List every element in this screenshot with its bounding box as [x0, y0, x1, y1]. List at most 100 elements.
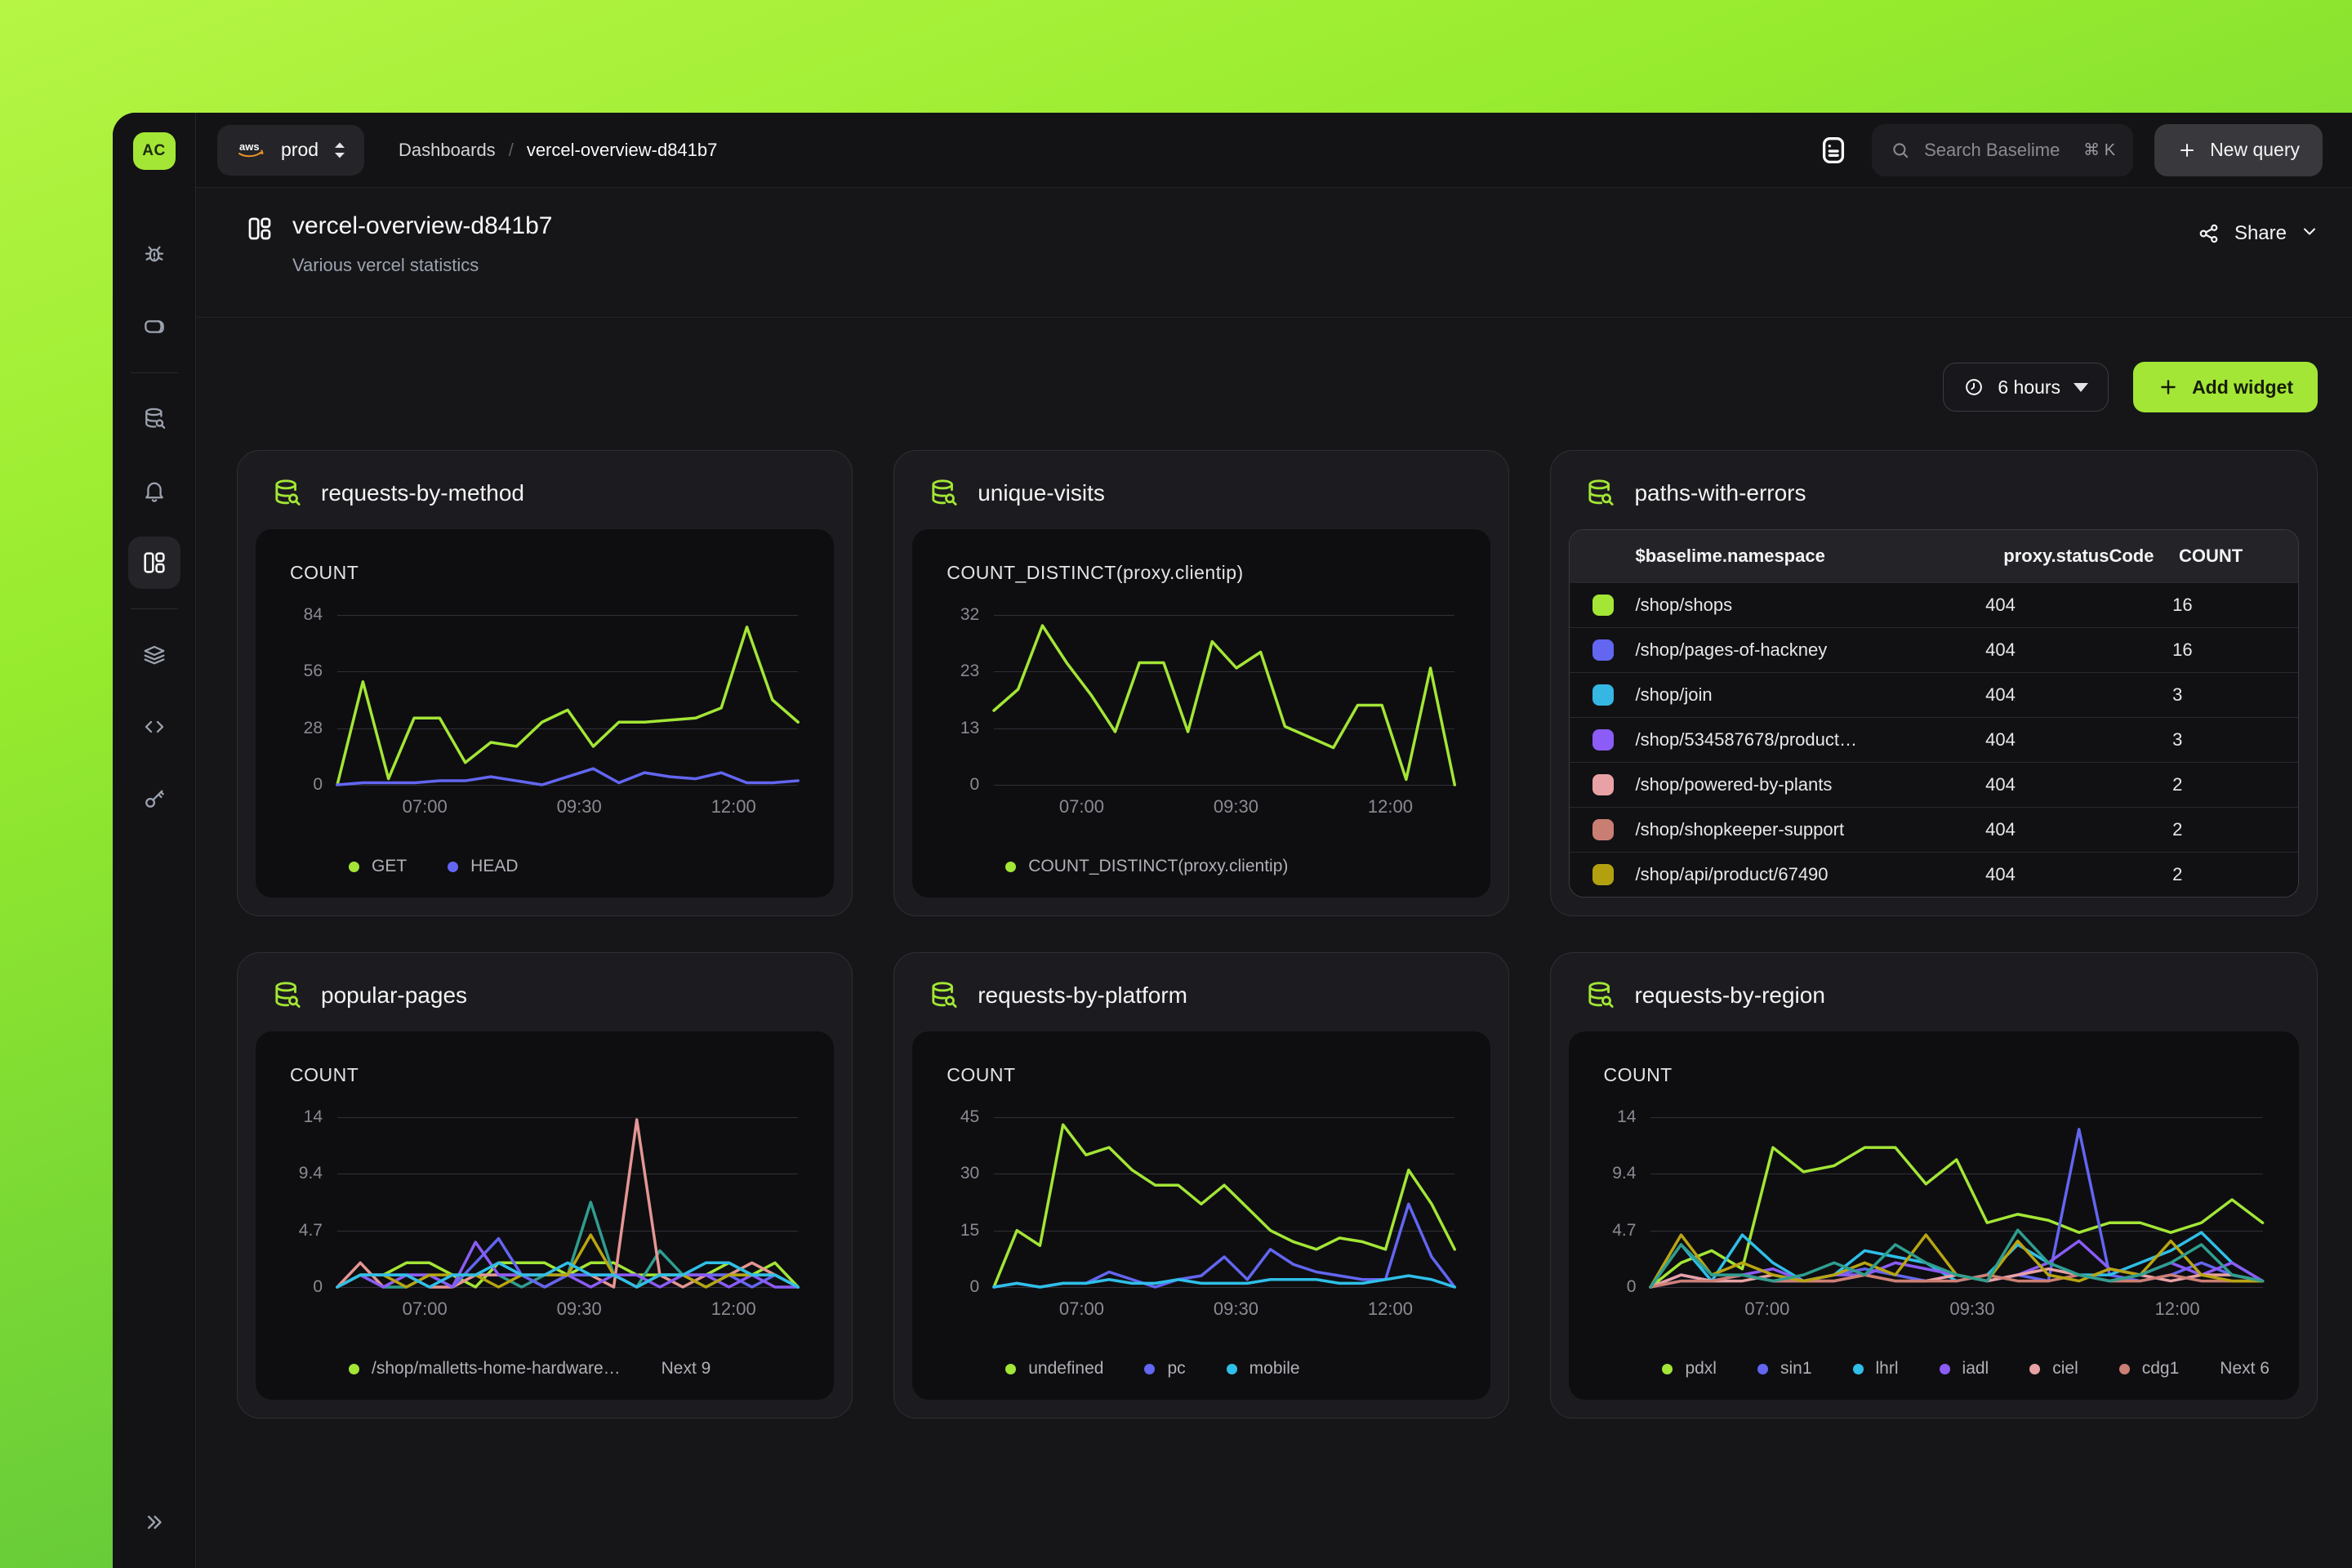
widget-grid: requests-by-method COUNT 84 56 28 0 07:00 09:3… — [237, 450, 2318, 1419]
x-tick-label: 09:30 — [1213, 796, 1258, 817]
namespace-text: /shop/join — [1635, 684, 1713, 705]
y-tick-label: 14 — [303, 1107, 323, 1126]
table-row[interactable]: /shop/shops 404 16 — [1570, 582, 2298, 627]
legend-item[interactable]: sin1 — [1757, 1359, 1812, 1379]
share-nodes-icon — [2199, 224, 2218, 243]
table-row[interactable]: /shop/powered-by-plants 404 2 — [1570, 762, 2298, 807]
svg-text:aws: aws — [239, 140, 260, 153]
main-area: aws prod Dashboards / vercel-overview-d8… — [196, 113, 2352, 1568]
legend-item[interactable]: HEAD — [448, 857, 519, 876]
widget-popular-pages[interactable]: popular-pages COUNT 14 9.4 4.7 0 07:00 09:30 12… — [237, 952, 853, 1419]
box-icon[interactable] — [141, 314, 167, 340]
series-color-swatch — [1592, 819, 1615, 840]
legend-next-label[interactable]: Next 6 — [2220, 1359, 2270, 1378]
avatar[interactable]: AC — [132, 132, 176, 170]
legend-item[interactable]: GET — [349, 857, 407, 876]
table-row[interactable]: /shop/shopkeeper-support 404 2 — [1570, 807, 2298, 852]
legend-label: HEAD — [470, 857, 519, 875]
widget-header: unique-visits — [894, 451, 1508, 529]
widget-header: requests-by-method — [238, 451, 852, 529]
legend-item[interactable]: undefined — [1005, 1359, 1103, 1379]
share-button[interactable]: Share — [2197, 216, 2319, 252]
gridline — [994, 785, 1455, 786]
x-axis-labels: 07:00 09:30 12:00 — [337, 785, 798, 826]
gridline — [337, 1117, 799, 1118]
chart-lines — [1650, 1117, 2263, 1287]
search-placeholder: Search Baselime — [1924, 139, 2060, 160]
table-cell-count: 16 — [2172, 639, 2193, 660]
widget-requests-by-method[interactable]: requests-by-method COUNT 84 56 28 0 07:00 09:3… — [237, 450, 853, 916]
time-range-selector[interactable]: 6 hours — [1943, 363, 2109, 412]
layers-icon[interactable] — [141, 642, 167, 668]
widget-header: paths-with-errors — [1551, 451, 2317, 529]
gridline — [1650, 1117, 2263, 1118]
widget-requests-by-platform[interactable]: requests-by-platform COUNT 45 30 15 0 07:00 09… — [893, 952, 1510, 1419]
table-cell-statuscode: 404 — [1985, 729, 2016, 750]
environment-selector[interactable]: aws prod — [217, 124, 365, 176]
legend-item[interactable]: iadl — [1939, 1359, 1989, 1379]
legend-item[interactable]: lhrl — [1852, 1359, 1899, 1379]
table-cell-namespace: /shop/shopkeeper-support — [1592, 819, 1985, 840]
search-input[interactable]: Search Baselime ⌘ K — [1872, 123, 2134, 176]
table-row[interactable]: /shop/join 404 3 — [1570, 672, 2298, 717]
legend-label: pdxl — [1685, 1359, 1717, 1378]
chart-lines — [337, 615, 798, 785]
gridline — [1650, 1287, 2263, 1288]
legend-item[interactable]: ciel — [2029, 1359, 2078, 1379]
x-tick-label: 12:00 — [2154, 1298, 2200, 1319]
legend-item[interactable]: COUNT_DISTINCT(proxy.clientip) — [1005, 857, 1288, 876]
table-row[interactable]: /shop/534587678/product… 404 3 — [1570, 717, 2298, 762]
table-cell-namespace: /shop/pages-of-hackney — [1592, 639, 1985, 661]
query-database-search-icon — [275, 982, 301, 1008]
sidebar-divider — [130, 608, 178, 609]
bug-icon[interactable] — [141, 242, 167, 268]
widget-requests-by-region[interactable]: requests-by-region COUNT 14 9.4 4.7 0 07:00 09… — [1550, 952, 2318, 1419]
table-row[interactable]: /shop/pages-of-hackney 404 16 — [1570, 627, 2298, 672]
caret-down-icon — [2074, 382, 2089, 392]
new-query-button[interactable]: New query — [2154, 123, 2323, 176]
key-icon[interactable] — [141, 786, 167, 812]
chart-metric-label: COUNT — [290, 562, 359, 583]
legend-item[interactable]: pc — [1144, 1359, 1186, 1379]
alerts-bell-icon[interactable] — [141, 478, 167, 504]
widget-unique-visits[interactable]: unique-visits COUNT_DISTINCT(proxy.clien… — [893, 450, 1510, 916]
chart-lines — [994, 1117, 1454, 1287]
legend-label: sin1 — [1780, 1359, 1812, 1378]
dashboard-header: vercel-overview-d841b7 Various vercel st… — [196, 188, 2352, 317]
journal-icon[interactable] — [1816, 133, 1851, 167]
dashboard-content: 6 hours Add widget requests-by-method — [196, 318, 2352, 1568]
x-axis-labels: 07:00 09:30 12:00 — [337, 1287, 798, 1328]
legend-label: mobile — [1249, 1359, 1300, 1378]
y-tick-label: 56 — [303, 662, 323, 681]
x-axis-labels: 07:00 09:30 12:00 — [994, 785, 1454, 826]
legend-next-label[interactable]: Next 9 — [661, 1359, 711, 1378]
code-icon[interactable] — [141, 714, 167, 740]
gridline — [337, 615, 799, 616]
widget-title: requests-by-method — [321, 480, 525, 506]
series-color-swatch — [1592, 684, 1615, 706]
legend-dot-icon — [349, 861, 359, 872]
y-tick-label: 0 — [313, 775, 323, 794]
legend-item[interactable]: cdg1 — [2118, 1359, 2180, 1379]
chart-panel: COUNT 14 9.4 4.7 0 07:00 09:30 12:00/shop/malle… — [256, 1031, 835, 1400]
sidebar-nav — [113, 219, 195, 835]
legend-item[interactable]: pdxl — [1662, 1359, 1717, 1379]
series-line — [337, 1235, 798, 1287]
widget-title: requests-by-platform — [978, 982, 1187, 1008]
widget-header: popular-pages — [238, 953, 852, 1031]
legend-item[interactable]: /shop/malletts-home-hardware… — [349, 1359, 621, 1379]
chart-legend: COUNT_DISTINCT(proxy.clientip) — [1005, 857, 1461, 876]
legend-label: cdg1 — [2141, 1359, 2180, 1378]
chart-plot-area: 45 30 15 0 — [933, 1107, 1461, 1296]
table-cell-statuscode: 404 — [1985, 684, 2016, 705]
add-widget-button[interactable]: Add widget — [2133, 362, 2318, 412]
sidebar-item-dashboards-active[interactable] — [127, 537, 180, 589]
queries-database-search-icon[interactable] — [141, 406, 167, 432]
series-color-swatch — [1592, 595, 1615, 616]
widget-paths-with-errors[interactable]: paths-with-errors $baselime.namespace pro… — [1550, 450, 2318, 916]
legend-item[interactable]: mobile — [1226, 1359, 1300, 1379]
breadcrumb-dashboards[interactable]: Dashboards — [399, 139, 496, 160]
table-row[interactable]: /shop/api/product/67490 404 2 — [1570, 852, 2298, 897]
sidebar-expand-chevrons-icon[interactable] — [142, 1510, 167, 1539]
chart-plot-area: 32 23 13 0 — [933, 605, 1461, 794]
